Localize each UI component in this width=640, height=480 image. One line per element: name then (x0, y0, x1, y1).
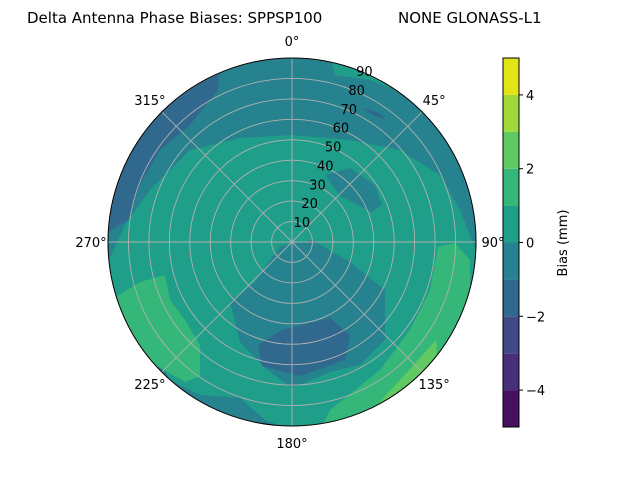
polar-frame (107, 57, 477, 427)
colorbar-band (503, 316, 519, 354)
contour-region-northeast-low (325, 168, 382, 212)
theta-tick-label: 315° (134, 94, 165, 109)
theta-tick-label: 180° (276, 437, 307, 452)
r-tick-label: 70 (340, 103, 357, 118)
theta-tick-label: 225° (134, 378, 165, 393)
colorbar-tick-label: −2 (526, 310, 545, 325)
colorbar-label: Bias (mm) (556, 210, 571, 277)
colorbar-tick-label: 2 (526, 163, 534, 178)
colorbar-band (503, 353, 519, 391)
axis-labels: 10 20 30 40 50 60 70 80 90 0° 45° 90° 135° 180° 225° 27… (75, 35, 504, 452)
colorbar-band (503, 242, 519, 280)
colorbar-tick-label: −4 (526, 384, 545, 399)
r-tick-label: 40 (317, 159, 334, 174)
r-tick-label: 60 (333, 122, 350, 137)
r-tick-label: 80 (348, 84, 365, 99)
colorbar-band (503, 279, 519, 317)
colorbar-band (503, 58, 519, 95)
polar-grid (107, 57, 477, 427)
chart-title-right: NONE GLONASS-L1 (398, 9, 542, 27)
r-tick-label: 20 (301, 197, 318, 212)
theta-tick-label: 45° (423, 94, 446, 109)
contour-region-southwest-high (108, 275, 200, 382)
colorbar-band (503, 205, 519, 243)
r-tick-label: 50 (325, 141, 342, 156)
r-tick-label: 30 (309, 178, 326, 193)
colorbar-tick-label: 0 (526, 237, 534, 252)
colorbar-band (503, 94, 519, 132)
grid-spoke (161, 241, 293, 373)
r-tick-label: 90 (356, 65, 373, 80)
theta-tick-label: 135° (418, 378, 449, 393)
contour-region-south-lower (258, 318, 350, 376)
theta-tick-label: 0° (285, 35, 300, 50)
colorbar-band (503, 131, 519, 169)
grid-spoke (161, 111, 293, 243)
r-tick-label: 10 (294, 216, 311, 231)
theta-tick-label: 270° (75, 236, 106, 251)
chart-title-left: Delta Antenna Phase Biases: SPPSP100 (27, 9, 323, 27)
colorbar: 4 2 0 −2 −4 (502, 57, 545, 428)
colorbar-band (503, 390, 519, 427)
grid-spoke (291, 241, 423, 373)
contour-fill (108, 58, 476, 426)
colorbar-tick-label: 4 (526, 89, 534, 104)
contour-region-north-dark (362, 108, 386, 120)
theta-tick-label: 90° (481, 236, 504, 251)
grid-spoke (291, 111, 423, 243)
colorbar-band (503, 168, 519, 206)
